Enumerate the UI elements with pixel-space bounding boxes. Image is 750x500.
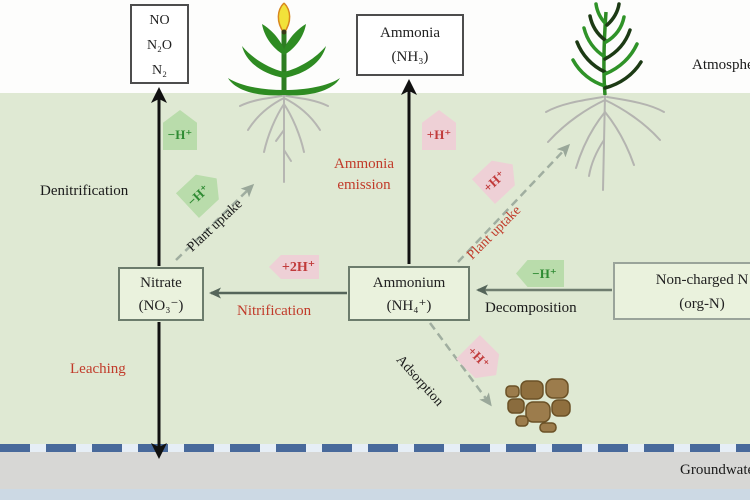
adsorption-arrow: [428, 322, 492, 407]
gas-no-label: NO: [149, 13, 170, 28]
plant-roots: [545, 94, 665, 191]
gases-box: NO N₂O N₂: [130, 4, 189, 84]
plant-uptake-left-arrow: [175, 183, 255, 261]
organic-n-formula: (org-N): [679, 296, 725, 312]
organic-n-name: Non-charged N: [655, 272, 749, 288]
plant-roots: [239, 94, 329, 183]
groundwater-label: Groundwater: [680, 462, 750, 478]
gas-n2-label: N₂: [152, 63, 167, 78]
organic-n-box: Non-charged N (org-N): [613, 262, 750, 320]
corn-plant-left: [228, 2, 340, 183]
badge-text: +H⁺: [480, 166, 509, 195]
ammonium-box: Ammonium (NH₄⁺): [348, 266, 470, 321]
leaching-label: Leaching: [70, 361, 126, 377]
badge-text: +H⁺: [426, 126, 452, 142]
plant-right: [545, 2, 665, 191]
tassel-base: [281, 29, 287, 35]
nitrification-label: Nitrification: [237, 303, 312, 319]
ammonia-emission-line1: Ammonia: [334, 156, 394, 172]
badge-text: +H⁺: [465, 343, 494, 372]
badge-text: +2H⁺: [281, 259, 316, 275]
nitrate-formula: (NO₃⁻): [138, 298, 184, 314]
ammonia-name: Ammonia: [380, 25, 440, 41]
denitrification-label: Denitrification: [40, 183, 129, 199]
ammonia-formula: (NH₃): [391, 49, 429, 65]
ammonium-formula: (NH₄⁺): [386, 298, 432, 314]
badge-text: −H⁺: [532, 265, 557, 281]
corn-tassel: [277, 2, 291, 35]
plant-uptake-right-arrow: [457, 143, 571, 263]
soil-particles: [505, 378, 571, 433]
plus-2h-badge-nitrification: +2H⁺: [269, 255, 319, 279]
plant-leaves: [571, 2, 643, 90]
ammonium-name: Ammonium: [372, 275, 446, 291]
atmosphere-label: Atmosphere: [692, 57, 750, 73]
minus-h-badge-decomposition: −H⁺: [516, 260, 564, 287]
water-table-dashed-line: [0, 444, 750, 452]
ammonia-box: Ammonia (NH₃): [356, 14, 464, 76]
badge-text: −H⁺: [184, 180, 213, 209]
groundwater-background: [0, 452, 750, 489]
badge-text: −H⁺: [167, 126, 193, 142]
nitrate-box: Nitrate (NO₃⁻): [118, 267, 204, 321]
gas-n2o-label: N₂O: [146, 38, 173, 53]
bottom-water-strip: [0, 489, 750, 500]
ammonia-emission-line2: emission: [337, 177, 391, 193]
decomposition-label: Decomposition: [485, 300, 577, 316]
nitrate-name: Nitrate: [140, 275, 182, 291]
plant-leaves: [228, 24, 340, 96]
ammonia-emission-label: Ammonia emission: [322, 154, 406, 196]
